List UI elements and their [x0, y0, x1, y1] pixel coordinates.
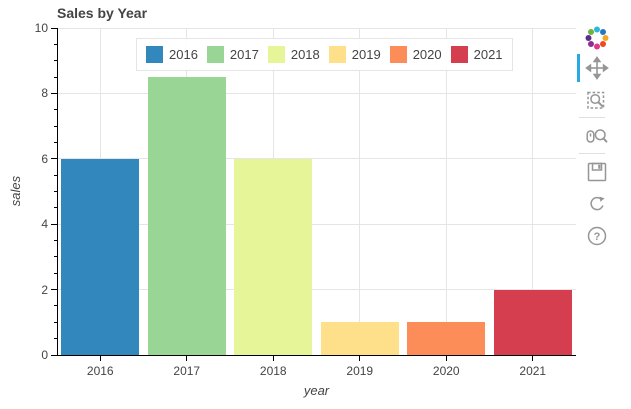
- legend-item-2020: 2020: [389, 46, 442, 63]
- box-zoom-tool-button[interactable]: [577, 86, 617, 114]
- legend-label: 2016: [169, 47, 198, 62]
- legend-label: 2019: [351, 47, 381, 62]
- y-minor-tick: [54, 141, 57, 143]
- y-minor-tick: [54, 207, 57, 209]
- bar-2020: [407, 322, 486, 355]
- magnifier-dashed-box-icon: [587, 91, 605, 109]
- y-major-tick: [51, 92, 57, 94]
- legend-label: 2018: [290, 47, 320, 62]
- save-tool-button[interactable]: [577, 158, 617, 186]
- x-major-tick: [445, 355, 447, 361]
- y-major-tick: [51, 158, 57, 160]
- y-minor-tick: [54, 76, 57, 78]
- legend-item-2017: 2017: [206, 46, 259, 63]
- y-tick-label: 8: [41, 86, 48, 101]
- mouse-wheel-magnifier-icon: [586, 129, 608, 143]
- y-major-tick: [51, 354, 57, 356]
- grid-line-horizontal: [57, 92, 576, 94]
- y-major-tick: [51, 27, 57, 29]
- y-minor-tick: [54, 43, 57, 45]
- refresh-circle-icon: [590, 196, 605, 211]
- x-tick-label: 2019: [346, 364, 374, 378]
- legend-label: 2017: [229, 47, 259, 62]
- chart-title: Sales by Year: [57, 5, 148, 21]
- toolbar-divider: [579, 117, 605, 118]
- y-minor-tick: [54, 60, 57, 62]
- y-tick-label: 2: [41, 282, 48, 297]
- svg-text:?: ?: [594, 231, 601, 243]
- legend-item-2018: 2018: [267, 46, 320, 63]
- x-tick-label: 2021: [519, 364, 547, 378]
- grid-line-horizontal: [57, 289, 576, 291]
- x-tick-label: 2018: [259, 364, 287, 378]
- x-axis-line: [57, 355, 576, 356]
- y-minor-tick: [54, 240, 57, 242]
- legend-swatch: [450, 46, 468, 63]
- bar-2018: [234, 158, 313, 355]
- y-tick-label: 4: [41, 217, 48, 232]
- bokeh-logo-icon: [585, 26, 609, 50]
- grid-line-horizontal: [57, 27, 576, 29]
- move-arrows-icon: [585, 56, 609, 80]
- grid-line-vertical: [532, 28, 534, 355]
- y-minor-tick: [54, 305, 57, 307]
- legend-item-2016: 2016: [146, 46, 198, 63]
- bar-2019: [320, 322, 399, 355]
- question-mark-circle-icon: ?: [587, 226, 607, 246]
- legend-swatch: [146, 46, 163, 63]
- bar-2016: [61, 158, 140, 355]
- y-minor-tick: [54, 272, 57, 274]
- y-tick-label: 10: [34, 21, 48, 35]
- y-axis-label: sales: [8, 175, 23, 207]
- legend-item-2021: 2021: [450, 46, 503, 63]
- grid-line-vertical: [359, 28, 361, 355]
- grid-line-vertical: [445, 28, 447, 355]
- legend: 2016 2017 2018 2019 2020 2021: [136, 38, 513, 71]
- help-tool-button[interactable]: ?: [577, 222, 617, 250]
- legend-swatch: [267, 46, 285, 63]
- y-major-tick: [51, 289, 57, 291]
- y-tick-label: 6: [41, 151, 48, 166]
- pan-tool-button[interactable]: [577, 54, 617, 82]
- legend-swatch: [389, 46, 407, 63]
- x-major-tick: [272, 355, 274, 361]
- bokeh-logo[interactable]: [577, 26, 617, 50]
- toolbar: ?: [577, 0, 617, 409]
- y-minor-tick: [54, 321, 57, 323]
- y-minor-tick: [54, 125, 57, 127]
- y-axis-line: [57, 28, 58, 356]
- y-minor-tick: [54, 256, 57, 258]
- y-major-tick: [51, 223, 57, 225]
- x-tick-label: 2016: [86, 364, 114, 378]
- bar-2017: [147, 77, 226, 355]
- legend-label: 2021: [473, 47, 503, 62]
- x-major-tick: [99, 355, 101, 361]
- y-minor-tick: [54, 338, 57, 340]
- x-axis-label: year: [303, 383, 330, 398]
- grid-line-horizontal: [57, 223, 576, 225]
- legend-label: 2020: [412, 47, 442, 62]
- legend-swatch: [206, 46, 224, 63]
- legend-item-2019: 2019: [328, 46, 381, 63]
- y-tick-label: 0: [41, 348, 48, 362]
- toolbar-divider: [579, 153, 605, 154]
- x-tick-label: 2017: [173, 364, 201, 378]
- y-minor-tick: [54, 174, 57, 176]
- legend-swatch: [328, 46, 346, 63]
- reset-tool-button[interactable]: [577, 190, 617, 218]
- x-tick-label: 2020: [432, 364, 460, 378]
- bar-2021: [493, 289, 572, 355]
- y-minor-tick: [54, 191, 57, 192]
- y-minor-tick: [54, 109, 57, 111]
- x-major-tick: [186, 355, 188, 361]
- x-major-tick: [532, 355, 534, 361]
- floppy-disk-icon: [587, 162, 607, 182]
- x-major-tick: [359, 355, 361, 361]
- grid-line-horizontal: [57, 158, 576, 160]
- wheel-zoom-tool-button[interactable]: [577, 122, 617, 150]
